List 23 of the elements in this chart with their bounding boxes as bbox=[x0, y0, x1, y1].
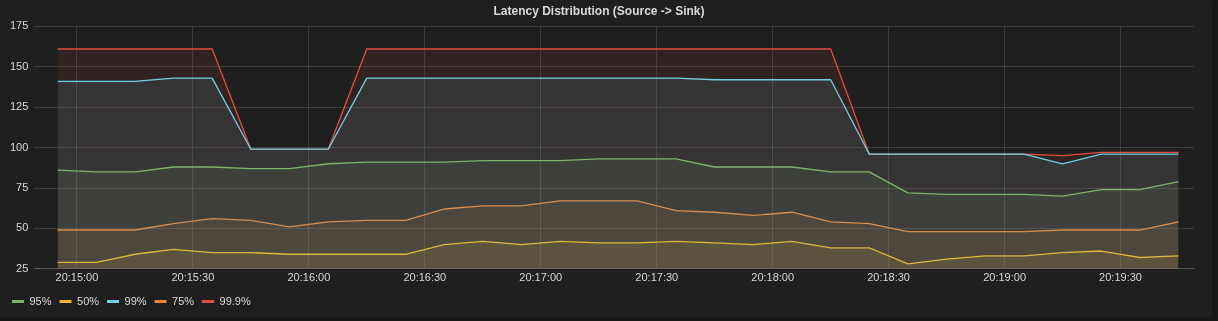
x-tick-label: 20:16:30 bbox=[403, 271, 447, 284]
chart-title: Latency Distribution (Source -> Sink) bbox=[493, 3, 705, 18]
y-tick-label: 175 bbox=[9, 19, 29, 32]
x-tick-label: 20:18:30 bbox=[867, 271, 910, 284]
legend-label: 99.9% bbox=[219, 294, 251, 307]
legend-label: 99% bbox=[124, 294, 147, 307]
x-tick-label: 20:15:00 bbox=[55, 271, 99, 284]
x-tick-label: 20:18:00 bbox=[751, 271, 795, 284]
y-tick-label: 100 bbox=[9, 140, 29, 153]
x-tick-label: 20:16:00 bbox=[287, 271, 331, 284]
y-tick-label: 75 bbox=[16, 181, 29, 194]
y-tick-label: 150 bbox=[9, 59, 29, 72]
x-tick-label: 20:17:00 bbox=[519, 271, 563, 284]
x-tick-label: 20:15:30 bbox=[171, 271, 215, 284]
y-tick-label: 25 bbox=[16, 261, 29, 274]
legend-label: 75% bbox=[172, 294, 195, 307]
x-tick-label: 20:17:30 bbox=[635, 271, 679, 284]
y-tick-label: 125 bbox=[9, 100, 29, 113]
legend-label: 95% bbox=[29, 294, 52, 307]
y-tick-label: 50 bbox=[16, 221, 29, 234]
x-tick-label: 20:19:00 bbox=[983, 271, 1027, 284]
x-tick-label: 20:19:30 bbox=[1099, 271, 1142, 284]
legend-label: 50% bbox=[77, 294, 100, 307]
